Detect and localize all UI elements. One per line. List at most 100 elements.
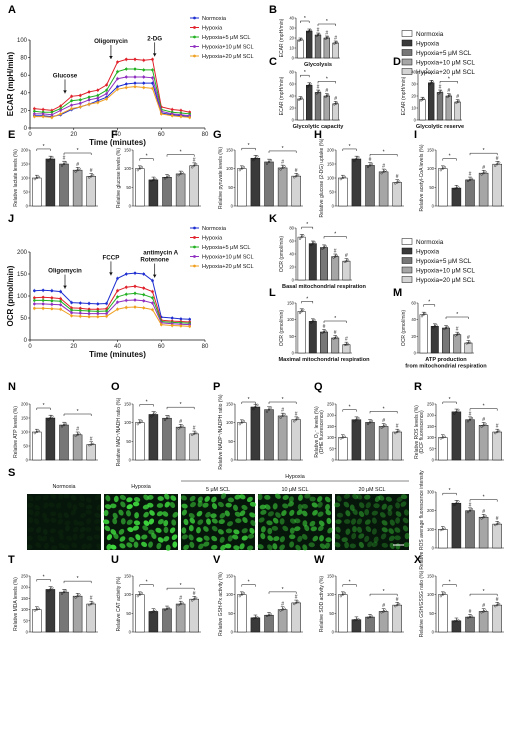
bar [306, 30, 313, 59]
legend-label: Hypoxia+10 μM SCL [416, 268, 475, 275]
y-tick-label: 250 [427, 402, 435, 407]
cell [267, 544, 273, 551]
bar [175, 173, 186, 207]
legend-swatch [401, 257, 413, 264]
y-tick-label: 0 [414, 118, 417, 123]
data-point [265, 614, 269, 617]
arrow-head [63, 90, 67, 94]
data-point [430, 81, 433, 84]
significance-mark: # [482, 417, 485, 423]
significance-asterisk: * [306, 222, 308, 228]
significance-asterisk: * [483, 589, 485, 595]
data-point [443, 435, 446, 438]
cell [27, 527, 34, 533]
bar [451, 620, 462, 633]
x-tick-label: 60 [158, 344, 165, 350]
panel-f-bar-chart: 0 50 100 150 # * * Relative glucose levels (%) [116, 148, 201, 209]
x-tick-label: 20 [70, 132, 77, 138]
significance-bracket [445, 316, 469, 319]
panel-c-bar-chart: 0 20 40 60 80 # # # * * ECAR (mpH/min) Glycolytic c… [279, 70, 344, 131]
cell [196, 510, 203, 517]
data-point [297, 173, 300, 177]
data-point [265, 162, 269, 165]
data-point [49, 416, 52, 420]
significance-bracket [439, 81, 458, 84]
data-point [439, 595, 442, 598]
cell [94, 512, 101, 518]
data-point [353, 619, 356, 622]
significance-bracket [241, 401, 256, 404]
data-point [324, 245, 327, 248]
data-point [267, 408, 271, 411]
cell [103, 509, 109, 517]
cell [134, 512, 140, 519]
cell [66, 535, 73, 541]
cell [81, 543, 87, 550]
bar [45, 417, 56, 461]
cell [317, 501, 323, 508]
significance-asterisk: * [448, 76, 450, 82]
cell [308, 542, 315, 548]
y-tick-label: 300 [427, 490, 435, 495]
chart-title: Glycolytic reserve [416, 124, 464, 130]
significance-bracket [36, 579, 51, 582]
cell [289, 509, 295, 516]
significance-mark: # [382, 164, 385, 170]
cell [389, 542, 395, 549]
cell [258, 517, 265, 523]
y-tick-label: 100 [427, 435, 435, 440]
y-tick-label: 50 [429, 611, 434, 616]
data-point [334, 255, 337, 258]
data-point [394, 182, 397, 185]
x-tick-label: 20 [70, 344, 77, 350]
data-point [326, 36, 330, 39]
cell [358, 502, 365, 509]
cell [266, 520, 273, 526]
significance-bracket [36, 407, 51, 410]
cell [57, 512, 63, 519]
cell [181, 503, 188, 509]
significance-mark: # [281, 408, 284, 414]
data-point [341, 436, 344, 439]
significance-asterisk: * [282, 146, 284, 152]
cell [106, 543, 112, 551]
cell [79, 495, 85, 502]
data-point [441, 167, 444, 170]
series-line-1 [34, 272, 190, 320]
y-tick-label: 0 [332, 458, 335, 463]
data-point [238, 423, 241, 426]
significance-mark: # [317, 85, 320, 91]
cell [282, 525, 289, 532]
cell [119, 536, 126, 542]
series-line-5 [34, 306, 190, 327]
data-point [279, 168, 282, 171]
cell [93, 519, 101, 524]
cell [85, 509, 92, 515]
y-tick-label: 150 [124, 574, 132, 579]
data-point [438, 91, 442, 94]
cell [326, 517, 332, 525]
cell [211, 518, 218, 524]
data-point [256, 403, 259, 406]
y-tick-label: 20 [20, 108, 27, 114]
cell [378, 495, 385, 501]
cell [58, 542, 65, 549]
bar [438, 168, 448, 207]
significance-bracket [323, 320, 347, 323]
cell [169, 527, 176, 534]
data-point [470, 177, 474, 180]
cell [344, 541, 350, 549]
cell [302, 510, 308, 517]
cell [181, 534, 188, 540]
cell [143, 494, 149, 501]
cell [294, 526, 301, 532]
cell [163, 536, 170, 542]
significance-mark: # [323, 324, 326, 330]
significance-asterisk: * [483, 404, 485, 410]
y-tick-label: 150 [226, 402, 234, 407]
data-point [193, 164, 196, 167]
data-point [254, 157, 257, 160]
y-tick-label: 80 [20, 56, 27, 62]
significance-mark: # [90, 436, 93, 442]
cell [58, 493, 64, 500]
